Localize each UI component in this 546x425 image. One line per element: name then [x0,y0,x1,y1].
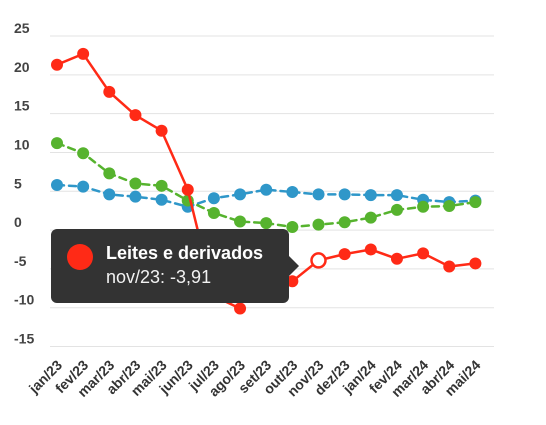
data-point [77,180,90,193]
series-0 [51,47,482,315]
y-tick-label: 20 [14,59,30,75]
y-tick-label: 5 [14,175,22,191]
data-point [77,147,90,160]
series-1 [51,137,482,233]
tooltip-value: nov/23: -3,91 [106,267,212,287]
y-tick-label: -5 [14,253,27,269]
data-point [417,200,430,213]
data-point [103,167,116,180]
data-point [234,215,247,228]
data-point [51,137,63,150]
data-point [51,58,63,71]
y-tick-label: 10 [14,136,30,152]
data-point [129,177,142,190]
data-point [51,179,63,192]
series-2 [51,179,482,213]
data-point [364,243,377,256]
data-point [155,179,168,192]
data-point [390,203,403,216]
series-layer [51,47,482,315]
data-point [234,302,247,315]
highlighted-point [310,252,327,269]
data-point [286,220,299,233]
tooltip-pointer [289,256,299,276]
data-point [129,190,142,203]
data-point [443,260,456,273]
data-point [364,189,377,202]
data-point [260,183,273,196]
y-tick-label: -10 [14,292,34,308]
data-point [103,188,116,201]
series-line [55,183,477,209]
data-point [260,217,273,230]
y-axis: 25 20 15 10 5 0 -5 -10 -15 [14,20,34,347]
data-point [469,196,482,209]
data-point [155,124,168,137]
y-tick-label: 0 [14,214,22,230]
data-point [207,206,220,219]
data-point [286,186,299,199]
tooltip-series-name: Leites e derivados [106,243,264,263]
data-point [390,189,403,202]
data-point [364,211,377,224]
data-point [312,218,325,231]
data-point [207,192,220,205]
data-point [312,188,325,201]
y-tick-label: 25 [14,20,30,36]
data-point [181,183,194,196]
y-tick-label: 15 [14,98,30,114]
data-point [77,47,90,60]
data-point [286,275,299,288]
tooltip: Leites e derivados nov/23: -3,91 [51,229,289,303]
data-point [155,193,168,206]
data-point [234,188,247,201]
data-point [417,247,430,260]
data-point [103,85,116,98]
x-axis: jan/23fev/23mar/23abr/23mai/23jun/23jul/… [25,357,484,400]
data-point [338,216,351,229]
data-point [338,188,351,201]
data-point [338,248,351,261]
data-point [443,199,456,212]
data-point [390,252,403,265]
data-point [129,109,142,122]
tooltip-series-dot [67,244,93,270]
y-tick-label: -15 [14,331,34,347]
data-point [469,257,482,270]
